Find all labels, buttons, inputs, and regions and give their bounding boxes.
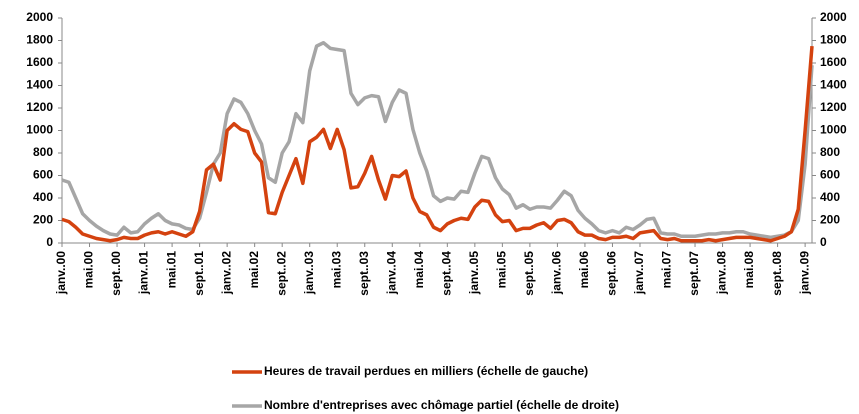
x-tick-label: janv..00: [54, 251, 68, 295]
y-tick-label: 1600: [26, 55, 53, 69]
x-tick-label: sept..01: [192, 251, 206, 296]
x-tick-label: mai.03: [329, 251, 343, 289]
y-tick-label: 800: [33, 145, 53, 159]
x-tick-label: mai.06: [577, 251, 591, 289]
x-tick-label: janv..09: [797, 251, 811, 295]
y-tick-label: 1000: [26, 123, 53, 137]
x-tick-label: janv..05: [467, 251, 481, 295]
series-line: [61, 45, 814, 243]
y-tick-label: 2000: [26, 10, 53, 24]
y-tick-label: 400: [33, 190, 53, 204]
x-tick-label: mai.04: [412, 251, 426, 289]
x-tick-label: janv..08: [715, 251, 729, 295]
legend-label: Heures de travail perdues en milliers (é…: [264, 364, 588, 378]
x-tick-label: janv..04: [384, 251, 398, 295]
x-tick-label: mai.07: [660, 251, 674, 289]
y-tick-label: 600: [33, 168, 53, 182]
x-tick-label: sept..00: [109, 251, 123, 296]
y-tick-label: 1200: [26, 100, 53, 114]
y2-tick-label: 0: [820, 235, 827, 249]
x-tick-label: janv..03: [302, 251, 316, 295]
y2-tick-label: 1800: [820, 33, 847, 47]
x-tick-label: sept..02: [274, 251, 288, 296]
x-tick-label: sept..06: [605, 251, 619, 296]
x-tick-label: janv..06: [550, 251, 564, 295]
x-tick-label: mai.01: [164, 251, 178, 289]
y2-tick-label: 1200: [820, 100, 847, 114]
x-tick-label: sept..08: [770, 251, 784, 296]
x-tick-label: sept..04: [439, 251, 453, 296]
y2-tick-label: 200: [820, 213, 840, 227]
y-tick-label: 200: [33, 213, 53, 227]
x-tick-label: mai.08: [742, 251, 756, 289]
y2-tick-label: 1600: [820, 55, 847, 69]
y2-tick-label: 1000: [820, 123, 847, 137]
x-tick-label: janv..07: [632, 251, 646, 295]
legend-label: Nombre d'entreprises avec chômage partie…: [264, 398, 619, 412]
series-line: [61, 41, 814, 240]
y2-tick-label: 600: [820, 168, 840, 182]
y-tick-label: 1800: [26, 33, 53, 47]
y2-tick-label: 400: [820, 190, 840, 204]
x-tick-label: sept..05: [522, 251, 536, 296]
x-tick-label: janv..02: [219, 251, 233, 295]
y2-tick-label: 1400: [820, 78, 847, 92]
y-tick-label: 1400: [26, 78, 53, 92]
x-tick-label: janv..01: [137, 251, 151, 295]
y2-tick-label: 800: [820, 145, 840, 159]
y-tick-label: 0: [46, 235, 53, 249]
x-tick-label: sept..07: [687, 251, 701, 296]
x-tick-label: mai.00: [82, 251, 96, 289]
y2-tick-label: 2000: [820, 10, 847, 24]
x-tick-label: mai.05: [495, 251, 509, 289]
x-tick-label: sept..03: [357, 251, 371, 296]
x-tick-label: mai.02: [247, 251, 261, 289]
